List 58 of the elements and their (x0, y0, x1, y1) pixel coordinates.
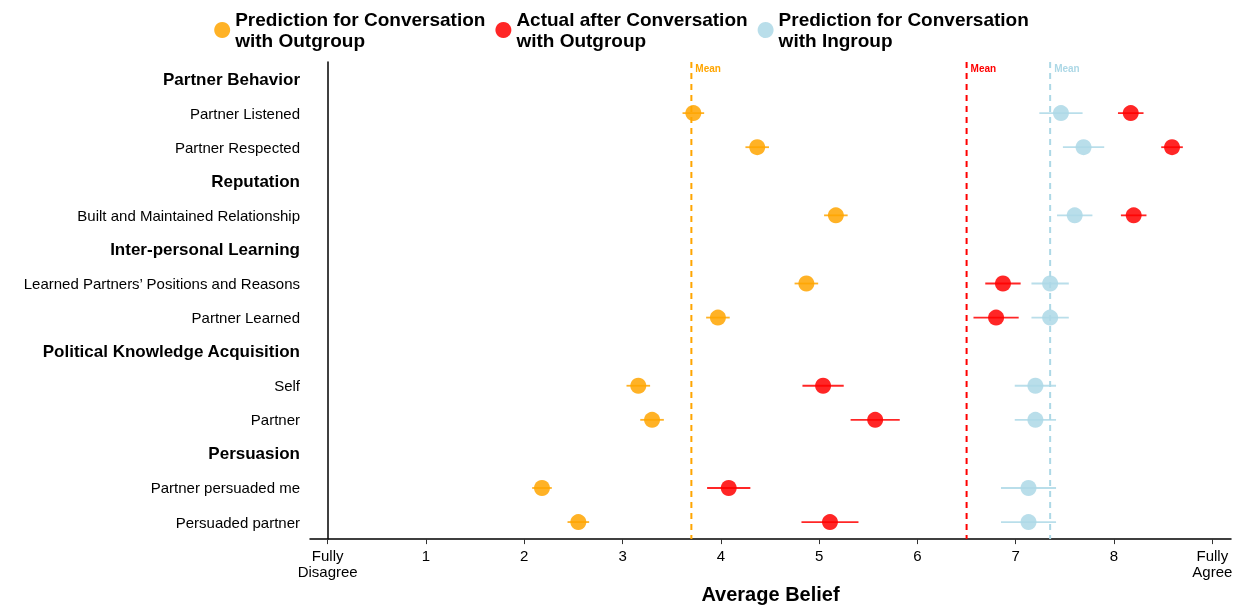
y-tick-label: Reputation (211, 171, 300, 191)
point (1164, 139, 1181, 156)
point (570, 514, 587, 531)
x-tick-label: Fully Disagree (297, 546, 358, 580)
y-tick-label: Inter-personal Learning (110, 239, 300, 259)
ref-line-label: Mean (1054, 62, 1080, 74)
y-tick-label: Learned Partners’ Positions and Reasons (23, 275, 300, 293)
y-tick-label: Persuaded partner (175, 513, 300, 531)
point (533, 479, 550, 496)
x-tick-label: 8 (1109, 546, 1119, 564)
point (1027, 377, 1044, 394)
point (630, 377, 647, 394)
x-tick-label: 7 (1011, 546, 1020, 564)
x-axis-title: Average Belief (701, 583, 840, 605)
y-tick-label: Partner (250, 411, 300, 429)
y-tick-label: Partner Behavior (163, 69, 301, 89)
x-tick-label: Fully Agree (1192, 546, 1233, 580)
x-tick-label: 2 (520, 546, 529, 564)
x-tick-label: 1 (421, 546, 431, 564)
point (749, 139, 766, 156)
point (827, 207, 844, 224)
x-tick-label: 5 (814, 546, 824, 564)
point (1075, 139, 1092, 156)
point (994, 275, 1011, 292)
point (821, 514, 838, 531)
y-tick-label: Partner Learned (191, 309, 300, 327)
y-tick-label: Partner Listened (189, 104, 300, 122)
x-tick-label: 6 (913, 546, 922, 564)
y-tick-label: Built and Maintained Relationship (77, 206, 300, 224)
y-tick-label: Partner persuaded me (150, 479, 300, 497)
point (798, 275, 815, 292)
ref-line-label: Mean (695, 62, 721, 74)
x-tick-label: 4 (716, 546, 726, 564)
point (1125, 207, 1142, 224)
point (815, 377, 832, 394)
ref-line-label: Mean (970, 62, 997, 74)
point (1020, 514, 1037, 531)
point (1042, 309, 1059, 326)
legend-label: Prediction for Conversation with Ingroup (777, 9, 1029, 51)
point (709, 309, 726, 326)
point (1027, 411, 1044, 428)
y-tick-label: Partner Respected (174, 138, 300, 156)
point (644, 411, 661, 428)
point (867, 411, 884, 428)
y-tick-label: Persuasion (208, 444, 300, 464)
point (1122, 105, 1139, 122)
y-tick-label: Self (274, 377, 301, 395)
point (1020, 479, 1037, 496)
legend-label: Prediction for Conversation with Outgroup (234, 9, 486, 51)
point (685, 105, 702, 122)
legend-label: Actual after Conversation with Outgroup (515, 9, 748, 51)
point (988, 309, 1005, 326)
y-tick-label: Political Knowledge Acquisition (42, 342, 300, 362)
point (1052, 105, 1069, 122)
point (720, 479, 737, 496)
point (1066, 207, 1083, 224)
x-tick-label: 3 (618, 546, 627, 564)
point (1042, 275, 1059, 292)
